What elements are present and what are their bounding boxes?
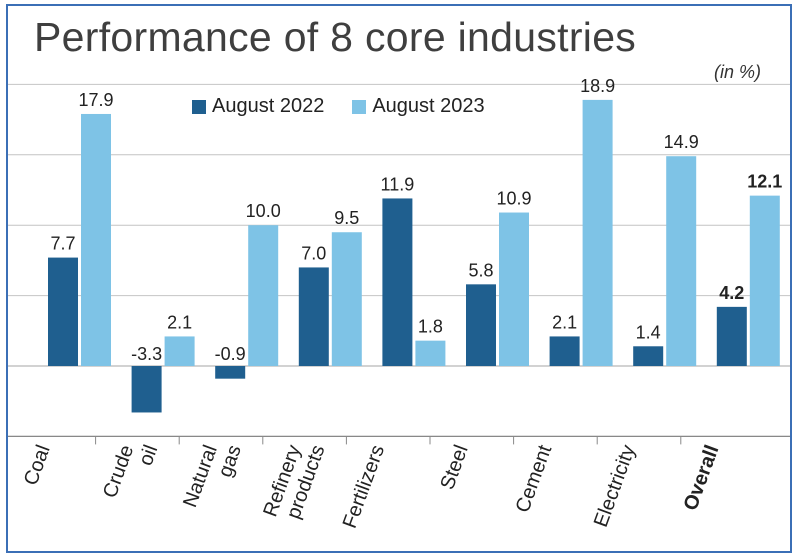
bar-august-2023: [81, 113, 111, 366]
bar-august-2023: [164, 336, 195, 366]
data-label: 7.7: [50, 234, 75, 254]
data-label: 14.9: [664, 132, 699, 152]
legend-swatch-august-2023: [352, 99, 367, 114]
data-label: 18.9: [580, 76, 615, 96]
data-label: 12.1: [747, 172, 782, 192]
bar-august-2023: [248, 225, 279, 366]
data-label: 1.4: [636, 322, 661, 342]
data-label: 10.0: [246, 201, 281, 221]
data-label: -0.9: [215, 344, 246, 364]
bar-august-2022: [298, 267, 329, 366]
data-label: 10.9: [496, 189, 531, 209]
bar-august-2022: [549, 336, 580, 366]
bar-august-2022: [633, 346, 664, 366]
data-label: -3.3: [131, 344, 162, 364]
bar-august-2023: [499, 212, 529, 366]
legend-item-august-2022: August 2022: [192, 95, 324, 118]
bar-august-2022: [716, 306, 747, 366]
bar-august-2023: [415, 340, 446, 366]
data-label: 17.9: [78, 90, 113, 110]
bar-august-2022: [466, 284, 496, 366]
bar-august-2022: [215, 366, 246, 379]
category-label: Crude: [99, 442, 138, 501]
category-label: Natural: [179, 442, 222, 510]
data-label: 11.9: [381, 174, 415, 194]
legend-swatch-august-2022: [192, 99, 206, 114]
data-label: 2.1: [552, 312, 577, 332]
bar-august-2023: [582, 99, 613, 366]
bar-august-2022: [131, 366, 162, 413]
legend: August 2022 August 2023: [192, 95, 513, 118]
legend-label-august-2022: August 2022: [212, 95, 325, 117]
category-label: Electricity: [590, 442, 640, 530]
legend-label-august-2023: August 2023: [372, 95, 485, 117]
legend-item-august-2023: August 2023: [352, 95, 485, 118]
data-label: 1.8: [418, 317, 443, 337]
category-label: Fertilizers: [339, 442, 389, 531]
data-label: 9.5: [334, 208, 359, 228]
category-label: oil: [135, 442, 163, 468]
unit-label: (in %): [714, 62, 762, 82]
bar-august-2022: [382, 198, 413, 366]
category-label: Cement: [512, 442, 557, 516]
category-label: Coal: [20, 442, 55, 488]
bar-august-2023: [749, 195, 780, 366]
category-label: Overall: [680, 442, 724, 513]
bar-august-2023: [666, 156, 697, 366]
category-label: Steel: [436, 442, 472, 492]
data-label: 2.1: [167, 312, 192, 332]
chart-title: Performance of 8 core industries: [34, 14, 637, 60]
data-label: 5.8: [468, 260, 493, 280]
bar-august-2022: [48, 257, 78, 366]
bar-august-2023: [331, 232, 362, 366]
data-label: 7.0: [301, 243, 326, 263]
category-label: gas: [214, 442, 246, 480]
data-label: 4.2: [719, 283, 744, 303]
